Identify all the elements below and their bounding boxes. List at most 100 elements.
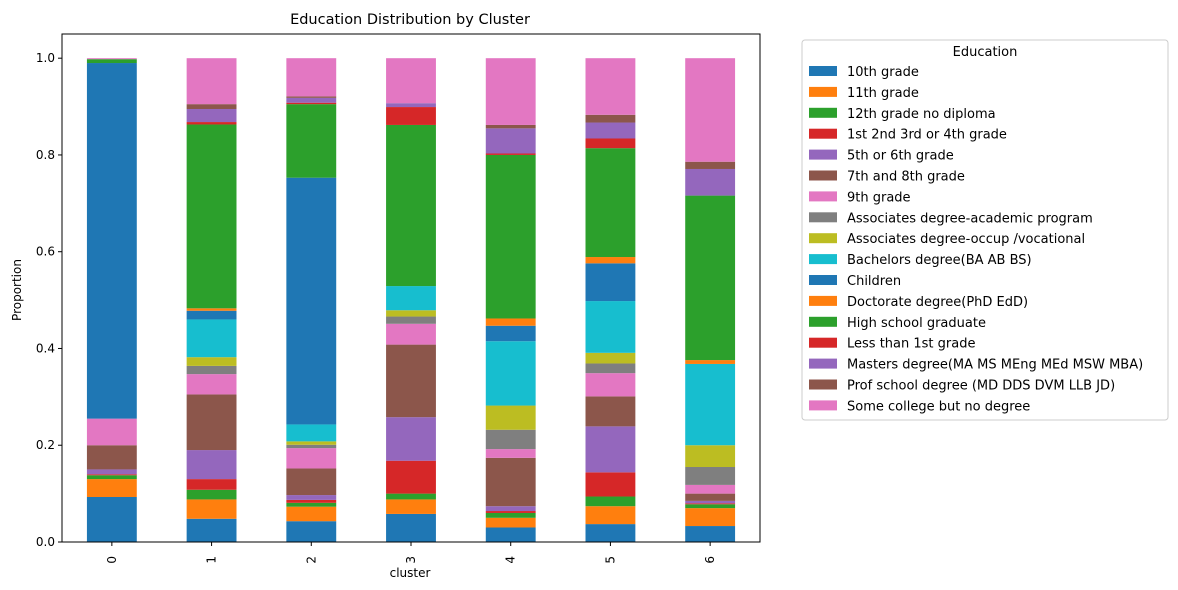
bar-segment-cluster-4-series-3 — [485, 511, 536, 513]
bar-segment-cluster-6-series-5 — [685, 493, 736, 501]
legend-swatch — [809, 337, 837, 348]
x-tick-label: 2 — [304, 556, 318, 564]
bar-segment-cluster-0-series-12 — [86, 59, 137, 64]
bar-segment-cluster-5-series-4 — [585, 426, 636, 473]
bar-segment-cluster-1-series-5 — [186, 394, 237, 451]
bar-segment-cluster-2-series-0 — [286, 521, 337, 542]
bar-segment-cluster-5-series-8 — [585, 352, 636, 364]
bar-segment-cluster-4-series-7 — [485, 429, 536, 450]
legend-label: Children — [847, 274, 901, 289]
bars-group — [86, 58, 736, 542]
bar-segment-cluster-5-series-13 — [585, 138, 636, 149]
bar-segment-cluster-3-series-8 — [386, 310, 436, 317]
bar-segment-cluster-5-series-11 — [585, 257, 636, 264]
bar-segment-cluster-4-series-10 — [485, 325, 536, 342]
bar-segment-cluster-5-series-16 — [585, 58, 636, 115]
bar-segment-cluster-1-series-12 — [186, 124, 237, 309]
legend-swatch — [809, 379, 837, 390]
legend-items: 10th grade 11th grade 12th grade no diplom… — [809, 65, 1143, 414]
legend-label: 5th or 6th grade — [847, 149, 954, 164]
bar-segment-cluster-2-series-15 — [286, 96, 337, 98]
bar-segment-cluster-5-series-10 — [585, 263, 636, 302]
bar-segment-cluster-4-series-6 — [485, 449, 536, 458]
legend-label: Masters degree(MA MS MEng MEd MSW MBA) — [847, 358, 1143, 373]
legend-swatch — [809, 170, 837, 181]
bar-segment-cluster-5-series-14 — [585, 122, 636, 139]
bar-segment-cluster-5-series-5 — [585, 396, 636, 427]
legend-label: High school graduate — [847, 316, 986, 331]
bar-segment-cluster-6-series-8 — [685, 445, 736, 468]
bar-segment-cluster-2-series-5 — [286, 468, 337, 496]
bar-segment-cluster-3-series-13 — [386, 107, 436, 125]
bar-segment-cluster-2-series-14 — [286, 97, 337, 103]
legend-title: Education — [953, 45, 1018, 60]
bar-segment-cluster-2-series-16 — [286, 58, 337, 97]
bar-segment-cluster-5-series-1 — [585, 506, 636, 525]
bar-segment-cluster-3-series-14 — [386, 103, 436, 108]
legend-label: Associates degree-occup /vocational — [847, 232, 1085, 247]
legend-swatch — [809, 400, 837, 411]
bar-segment-cluster-1-series-16 — [186, 58, 237, 105]
bar-segment-cluster-4-series-4 — [485, 506, 536, 512]
bar-segment-cluster-3-series-0 — [386, 513, 436, 542]
plot-area: 0.0 0.2 0.4 0.6 0.8 1.0 0 1 2 3 4 5 6 — [36, 33, 761, 564]
legend-swatch — [809, 149, 837, 160]
legend-label: 9th grade — [847, 190, 911, 205]
bar-segment-cluster-4-series-0 — [485, 527, 536, 542]
legend-swatch — [809, 128, 837, 139]
legend-label: Doctorate degree(PhD EdD) — [847, 295, 1028, 310]
legend-label: Prof school degree (MD DDS DVM LLB JD) — [847, 379, 1115, 394]
bar-segment-cluster-1-series-6 — [186, 374, 237, 395]
bar-segment-cluster-6-series-12 — [685, 195, 736, 361]
legend-swatch — [809, 316, 837, 327]
bar-segment-cluster-2-series-9 — [286, 424, 337, 442]
bar-segment-cluster-1-series-4 — [186, 450, 237, 480]
bar-segment-cluster-4-series-8 — [485, 405, 536, 430]
bar-segment-cluster-1-series-0 — [186, 518, 237, 542]
bar-segment-cluster-1-series-14 — [186, 108, 237, 123]
bar-segment-cluster-4-series-12 — [485, 154, 536, 319]
bar-segment-cluster-6-series-11 — [685, 360, 736, 364]
bar-segment-cluster-6-series-0 — [685, 526, 736, 542]
legend-label: 12th grade no diploma — [847, 107, 996, 122]
legend-label: 1st 2nd 3rd or 4th grade — [847, 128, 1007, 143]
y-tick-label: 0.4 — [36, 341, 55, 355]
bar-segment-cluster-3-series-2 — [386, 493, 436, 500]
bar-segment-cluster-6-series-2 — [685, 504, 736, 509]
bar-segment-cluster-2-series-7 — [286, 444, 337, 449]
x-axis: 0 1 2 3 4 5 6 — [105, 542, 717, 564]
x-tick-label: 5 — [603, 556, 617, 564]
x-tick-label: 6 — [703, 556, 717, 564]
bar-segment-cluster-0-series-10 — [86, 63, 137, 419]
legend-swatch — [809, 66, 837, 76]
bar-segment-cluster-2-series-6 — [286, 448, 337, 469]
bar-segment-cluster-4-series-16 — [485, 58, 536, 125]
legend-label: Less than 1st grade — [847, 337, 975, 352]
legend-swatch — [809, 275, 837, 285]
bar-segment-cluster-3-series-4 — [386, 417, 436, 461]
bar-segment-cluster-6-series-4 — [685, 500, 736, 504]
y-axis-label: Proportion — [10, 259, 24, 321]
legend-label: 10th grade — [847, 65, 919, 80]
y-tick-label: 0.2 — [36, 438, 55, 452]
legend-swatch — [809, 254, 837, 265]
bar-segment-cluster-5-series-0 — [585, 524, 636, 542]
x-tick-label: 3 — [404, 556, 418, 564]
bar-segment-cluster-2-series-1 — [286, 506, 337, 522]
bar-segment-cluster-1-series-10 — [186, 310, 237, 320]
bar-segment-cluster-1-series-2 — [186, 489, 237, 500]
bar-segment-cluster-1-series-15 — [186, 104, 237, 109]
bar-segment-cluster-6-series-14 — [685, 168, 736, 196]
bar-segment-cluster-0-series-2 — [86, 475, 137, 480]
legend-swatch — [809, 107, 837, 118]
bar-segment-cluster-0-series-16 — [86, 58, 137, 60]
bar-segment-cluster-4-series-1 — [485, 517, 536, 528]
x-tick-label: 4 — [504, 556, 518, 564]
y-tick-label: 1.0 — [36, 51, 55, 65]
bar-segment-cluster-6-series-15 — [685, 161, 736, 169]
bar-segment-cluster-5-series-6 — [585, 373, 636, 397]
bar-segment-cluster-6-series-9 — [685, 363, 736, 446]
bar-segment-cluster-0-series-1 — [86, 479, 137, 498]
legend: Education 10th grade 11th grade 12th grade… — [801, 39, 1169, 421]
legend-label: Bachelors degree(BA AB BS) — [847, 253, 1032, 268]
